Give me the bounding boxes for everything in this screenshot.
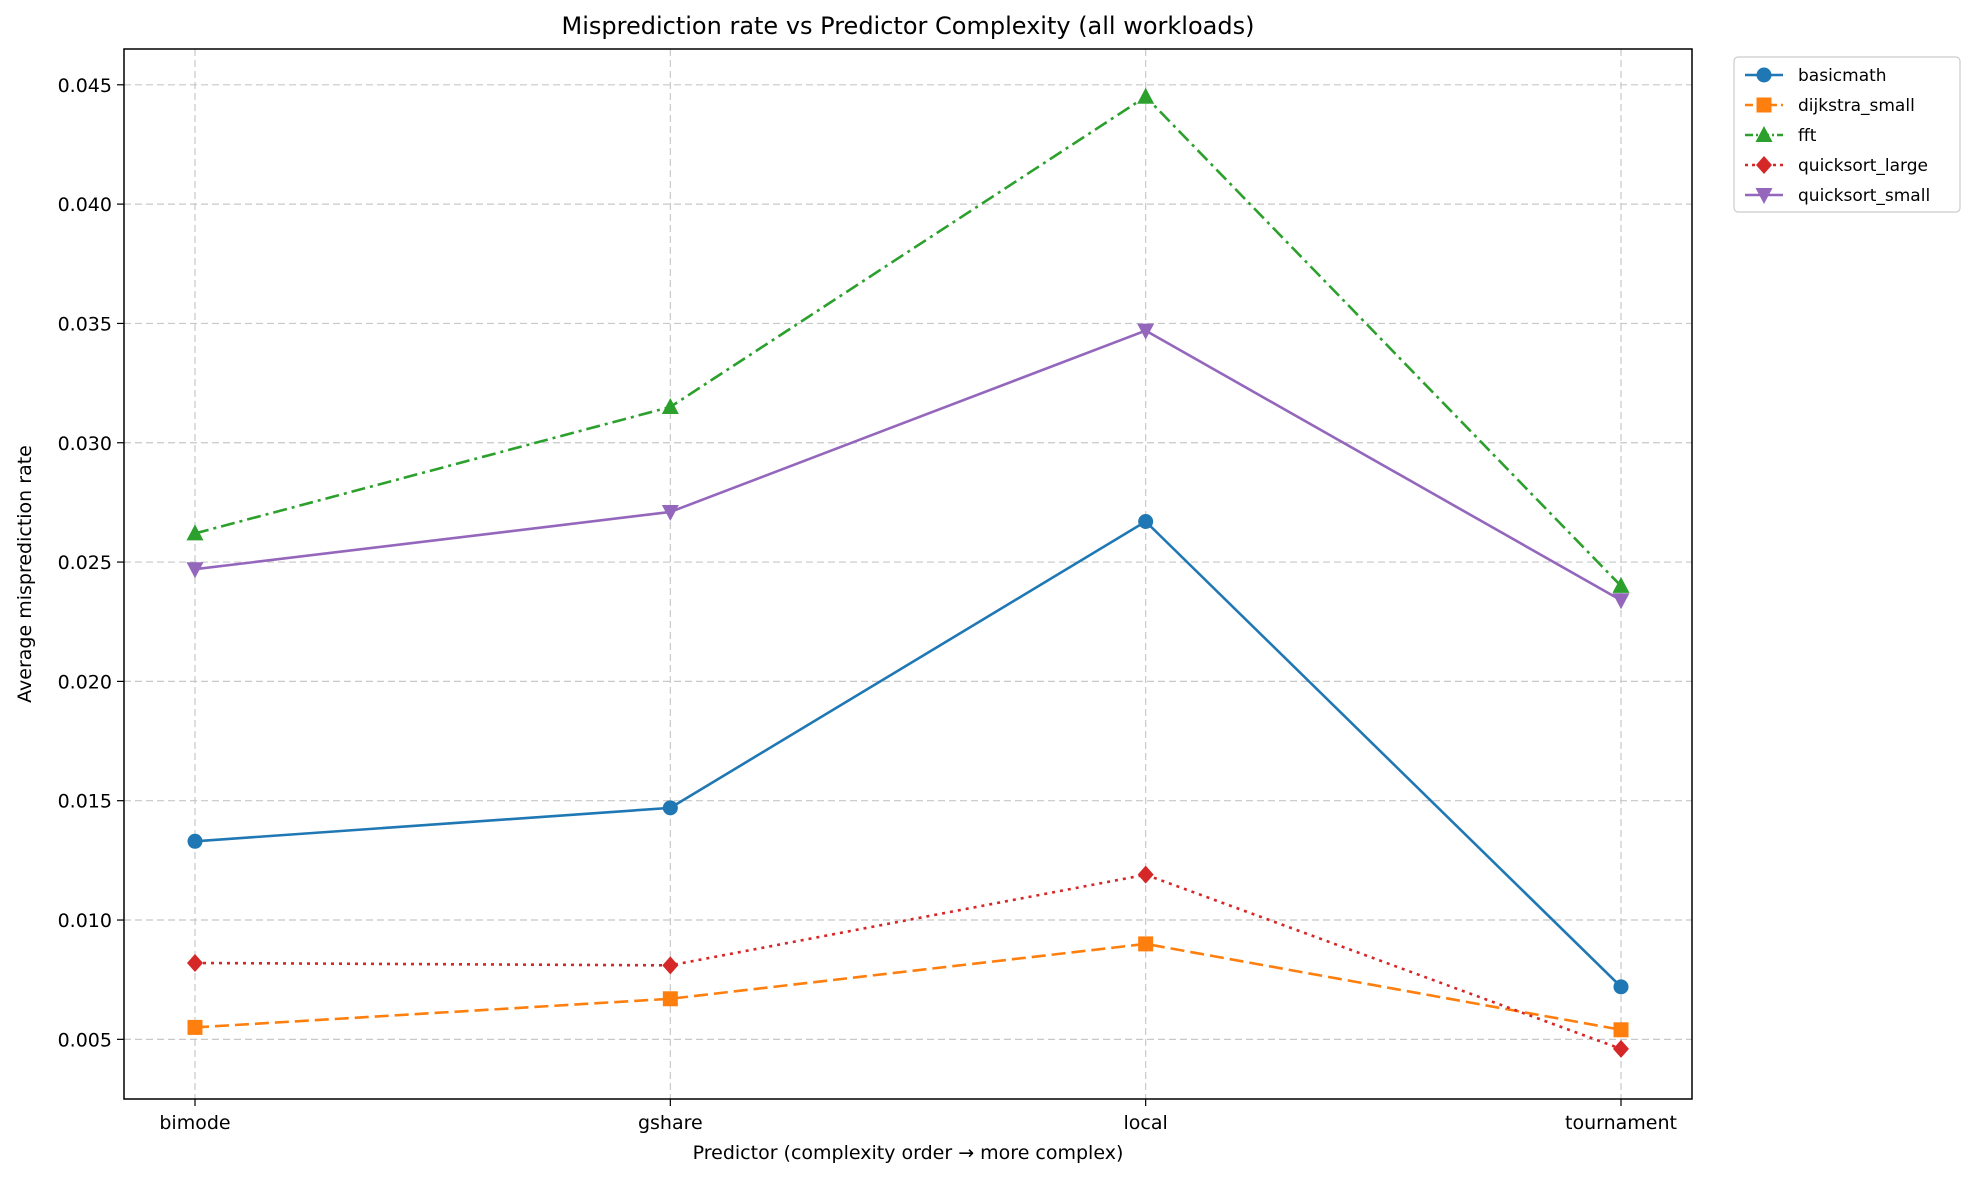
data-point-fft [1137, 87, 1155, 104]
data-point-dijkstra_small [1138, 936, 1154, 952]
data-point-quicksort_small [1612, 593, 1630, 610]
x-tick-label: gshare [638, 1112, 703, 1134]
data-point-fft [186, 524, 204, 541]
data-point-basicmath [187, 833, 203, 849]
legend-label-quicksort_large: quicksort_large [1798, 156, 1928, 176]
chart-title: Misprediction rate vs Predictor Complexi… [562, 12, 1255, 40]
series-lines [194, 95, 1622, 1051]
y-tick-label: 0.015 [58, 791, 112, 813]
data-point-quicksort_large [187, 953, 203, 972]
data-point-dijkstra_small [662, 991, 678, 1007]
data-point-dijkstra_small [1613, 1022, 1629, 1038]
y-tick-label: 0.005 [58, 1029, 112, 1051]
plot-frame [123, 48, 1693, 1100]
data-point-basicmath [662, 800, 678, 816]
series-line-fft [194, 95, 1622, 587]
data-point-basicmath [1138, 514, 1154, 529]
legend-marker-quicksort_small [1755, 188, 1773, 204]
legend-frame [1733, 56, 1961, 213]
x-tick-label: local [1124, 1112, 1168, 1134]
data-point-quicksort_large [1137, 865, 1154, 884]
x-tick-label: tournament [1565, 1112, 1677, 1134]
data-point-fft [661, 397, 679, 414]
data-point-basicmath [1613, 979, 1629, 995]
data-point-fft [1612, 576, 1630, 593]
legend-marker-basicmath [1756, 67, 1772, 83]
y-axis-title: Average misprediction rate [14, 445, 36, 703]
y-tick-label: 0.040 [58, 194, 112, 216]
x-axis-title: Predictor (complexity order → more compl… [693, 1142, 1124, 1164]
legend-marker-quicksort_large [1756, 156, 1772, 174]
legend-marker-fft [1755, 126, 1773, 142]
y-tick-label: 0.035 [58, 313, 112, 335]
legend-label-basicmath: basicmath [1798, 66, 1887, 86]
y-tick-label: 0.030 [58, 433, 112, 455]
x-axis: bimode gshare local tournament [159, 1099, 1677, 1134]
data-point-quicksort_small [186, 562, 204, 579]
series-line-basicmath [194, 520, 1622, 988]
series-markers [186, 87, 1630, 1058]
legend-label-dijkstra_small: dijkstra_small [1798, 96, 1915, 116]
data-point-quicksort_large [662, 956, 679, 975]
series-line-quicksort_small [194, 329, 1622, 602]
data-point-quicksort_small [1137, 323, 1155, 340]
data-point-dijkstra_small [187, 1019, 203, 1035]
data-point-quicksort_large [1613, 1039, 1629, 1058]
legend-marker-dijkstra_small [1756, 97, 1772, 113]
data-point-quicksort_small [661, 504, 679, 521]
y-axis: 0.005 0.010 0.015 0.020 0.025 0.030 0.035 0.040… [58, 75, 124, 1051]
y-tick-label: 0.045 [58, 75, 112, 97]
y-tick-label: 0.010 [58, 910, 112, 932]
y-tick-label: 0.025 [58, 552, 112, 574]
legend-label-fft: fft [1798, 126, 1817, 146]
grid [124, 49, 1692, 1099]
y-tick-label: 0.020 [58, 671, 112, 693]
x-tick-label: bimode [159, 1112, 230, 1134]
legend-label-quicksort_small: quicksort_small [1798, 186, 1930, 206]
